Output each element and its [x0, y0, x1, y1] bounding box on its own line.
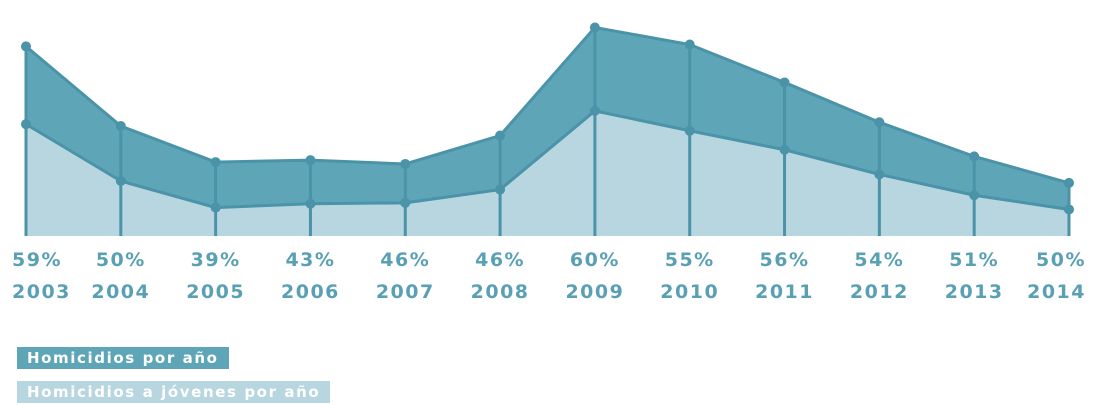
point-homicidios [969, 151, 980, 162]
percent-label: 54% [854, 249, 904, 271]
percent-label: 56% [760, 249, 810, 271]
series-line-homicidios [25, 25, 1070, 185]
x-tick-label: 2008 [471, 281, 530, 303]
legend-homicidios: Homicidios por año [17, 347, 229, 369]
x-tick-label: 2003 [12, 281, 71, 303]
point-homicidios-jovenes [874, 169, 885, 180]
point-homicidios [589, 22, 600, 33]
percent-label: 59% [12, 249, 62, 271]
percent-label: 60% [570, 249, 620, 271]
x-tick-label: 2006 [281, 281, 340, 303]
series-line-homicidios-jovenes [25, 109, 1070, 211]
percent-label: 46% [380, 249, 430, 271]
point-homicidios-jovenes [115, 176, 126, 187]
x-tick-label: 2010 [660, 281, 719, 303]
percent-label: 51% [949, 249, 999, 271]
point-homicidios-jovenes [779, 144, 790, 155]
point-homicidios [400, 158, 411, 169]
point-homicidios-jovenes [589, 105, 600, 116]
percent-label: 46% [475, 249, 525, 271]
point-homicidios-jovenes [969, 190, 980, 201]
x-tick-label: 2007 [376, 281, 435, 303]
percent-label: 50% [1036, 249, 1086, 271]
point-homicidios [21, 41, 31, 52]
point-homicidios [210, 157, 221, 168]
area-chart: 59% 2003 50% 2004 39% 2005 43% 2006 46% 2007 46% 20… [12, 22, 1086, 303]
percent-label: 39% [191, 249, 241, 271]
point-homicidios-jovenes [495, 184, 506, 195]
x-tick-label: 2005 [186, 281, 245, 303]
point-homicidios [874, 117, 885, 128]
x-tick-label: 2013 [945, 281, 1004, 303]
point-homicidios [115, 121, 126, 132]
point-homicidios-jovenes [684, 125, 695, 136]
x-tick-label: 2004 [91, 281, 150, 303]
x-tick-label: 2012 [850, 281, 909, 303]
point-homicidios-jovenes [1064, 204, 1074, 215]
point-homicidios [779, 77, 790, 88]
legend-homicidios-jovenes: Homicidios a jóvenes por año [17, 381, 331, 403]
point-homicidios [1064, 177, 1074, 188]
point-homicidios [305, 155, 316, 166]
point-homicidios-jovenes [400, 197, 411, 208]
point-homicidios [684, 39, 695, 50]
percent-label: 50% [96, 249, 146, 271]
point-homicidios [495, 130, 506, 141]
point-homicidios-jovenes [210, 202, 221, 213]
x-tick-label: 2011 [755, 281, 814, 303]
point-homicidios-jovenes [305, 198, 316, 209]
percent-label: 55% [665, 249, 715, 271]
point-homicidios-jovenes [21, 119, 31, 130]
x-tick-label: 2014 [1027, 281, 1086, 303]
percent-label: 43% [285, 249, 335, 271]
x-tick-label: 2009 [565, 281, 624, 303]
